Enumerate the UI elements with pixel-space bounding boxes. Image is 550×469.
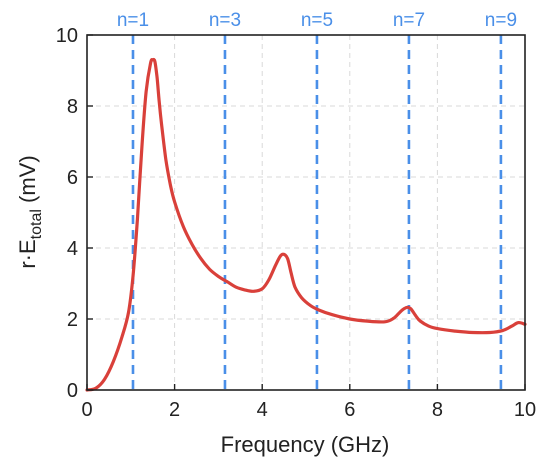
x-tick-label: 10 [514,399,536,421]
x-tick-label: 8 [432,399,443,421]
y-axis-label-main: r·E [15,239,40,268]
y-tick-label: 2 [67,309,78,331]
x-axis-label: Frequency (GHz) [221,432,390,457]
y-axis-label-sub: total [28,209,45,239]
plot-frame [86,34,526,391]
y-tick-label: 0 [67,380,78,402]
data-line [85,57,527,392]
y-tick-label: 6 [67,167,78,189]
y-tick-label: 8 [67,96,78,118]
gridlines [87,35,525,390]
x-axis-ticks: 0 2 4 6 8 10 [81,384,536,421]
mode-marker-label: n=7 [393,10,425,31]
y-axis-ticks: 0 2 4 6 8 10 [56,25,93,402]
x-tick-label: 4 [257,399,268,421]
x-tick-label: 6 [344,399,355,421]
mode-marker-label: n=5 [301,10,333,31]
x-tick-label: 0 [81,399,92,421]
mode-markers: n=1 n=3 n=5 n=7 n=9 [117,10,517,390]
y-tick-label: 4 [67,238,78,260]
y-axis-label-unit: (mV) [15,155,40,209]
mode-marker-label: n=3 [209,10,241,31]
y-axis-label: r·Etotal (mV) [15,155,45,268]
x-tick-label: 2 [169,399,180,421]
mode-marker-label: n=9 [485,10,517,31]
mode-marker-label: n=1 [117,10,149,31]
y-tick-label: 10 [56,25,78,47]
